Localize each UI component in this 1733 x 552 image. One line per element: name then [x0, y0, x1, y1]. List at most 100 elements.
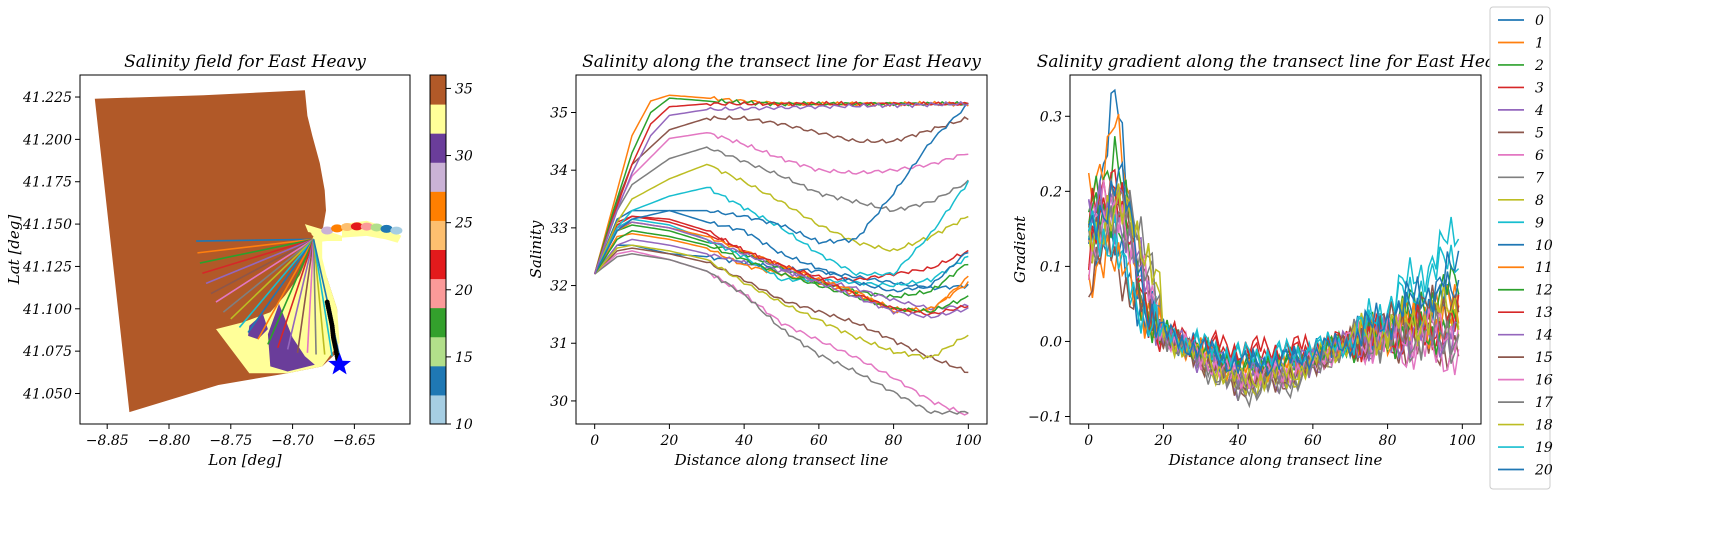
salinity-x-tick-label: 80: [885, 433, 903, 449]
transect-line: [197, 238, 314, 254]
gradient-series-line: [1087, 210, 1460, 369]
salinity-series-line: [594, 209, 969, 293]
transect-line: [215, 238, 315, 303]
star-marker: [328, 352, 351, 375]
estuary-salinity-blob: [340, 223, 353, 232]
colorbar-tick-label: 25: [454, 216, 473, 232]
transect-line: [276, 239, 315, 349]
estuary-salinity-blob: [350, 222, 363, 231]
map-axes-frame: [79, 74, 411, 425]
colorbar-frame: [429, 74, 447, 425]
colorbar-swatch: [430, 365, 446, 396]
map-x-label: Lon [deg]: [207, 451, 281, 469]
gradient-x-tick-label: 40: [1228, 433, 1247, 449]
gradient-x-tick-label: 100: [1449, 433, 1476, 449]
salinity-series-line: [594, 215, 969, 317]
legend-label: 17: [1535, 395, 1553, 411]
colorbar-tick-label: 35: [455, 81, 473, 97]
transect-line: [267, 239, 315, 345]
legend-label: 5: [1535, 125, 1544, 141]
gradient-y-tick-label: 0.1: [1040, 259, 1062, 275]
estuary-salinity-blob: [311, 229, 324, 238]
legend-label: 6: [1535, 148, 1544, 164]
salinity-series-line: [594, 224, 969, 299]
legend-label: 13: [1535, 305, 1553, 321]
legend-label: 12: [1535, 283, 1553, 299]
colorbar-swatch: [430, 220, 446, 250]
colorbar-swatch: [430, 336, 446, 367]
gradient-y-ticks: −0.1 0.0 0.1 0.2 0.3: [1028, 109, 1070, 425]
gradient-series-line: [1088, 198, 1460, 399]
transect-line: [205, 238, 314, 285]
colorbar-tick-label: 30: [455, 149, 473, 165]
transect-line: [222, 238, 315, 313]
salinity-x-label: Distance along transect line: [674, 451, 889, 469]
gradient-x-tick-label: 20: [1153, 433, 1172, 449]
salinity-y-tick-label: 35: [550, 105, 568, 121]
legend-label: 8: [1535, 193, 1544, 209]
salinity-y-tick-label: 31: [550, 336, 568, 352]
transect-line: [202, 238, 314, 274]
salinity-series-line: [593, 100, 969, 275]
legend-label: 1: [1535, 35, 1544, 51]
legend-label: 18: [1535, 418, 1553, 434]
estuary-salinity-blob: [380, 224, 393, 233]
legend-label: 0: [1535, 13, 1544, 29]
gradient-title: Salinity gradient along the transect lin…: [1037, 52, 1515, 72]
transect-line: [199, 238, 314, 264]
salinity-panel: Salinity along the transect line for Eas…: [527, 52, 988, 469]
transect-line: [247, 238, 315, 333]
transect-line: [296, 239, 315, 353]
salinity-series-line: [594, 244, 969, 360]
salinity-series-line: [594, 163, 969, 275]
transect-line: [312, 239, 317, 355]
transect-line: [196, 238, 314, 242]
map-y-tick-label: 41.225: [22, 90, 72, 106]
plume-region: [248, 313, 268, 340]
map-y-tick-label: 41.125: [22, 259, 72, 275]
gradient-axes-frame: [1069, 74, 1482, 425]
salinity-y-label: Salinity: [527, 220, 545, 278]
map-y-ticks: 41.050 41.075 41.100 41.125 41.150 41.175 41.2…: [22, 90, 80, 403]
plume-region: [267, 303, 315, 372]
legend-label: 15: [1535, 350, 1553, 366]
estuary-salinity-blob: [301, 231, 314, 240]
colorbar-tick-label: 15: [455, 350, 473, 366]
colorbar-tick-label: 10: [455, 417, 473, 433]
gradient-y-tick-label: 0.3: [1040, 109, 1062, 125]
legend-label: 10: [1535, 238, 1553, 254]
map-x-tick-label: −8.80: [148, 433, 191, 449]
gradient-series-line: [1087, 160, 1460, 377]
transect-line: [257, 238, 315, 340]
map-y-tick-label: 41.150: [22, 217, 72, 233]
colorbar-swatch: [430, 133, 446, 163]
salinity-y-tick-label: 33: [550, 221, 568, 237]
salinity-series-line: [593, 146, 969, 275]
salinity-series-line: [594, 253, 969, 415]
colorbar-swatch: [430, 249, 446, 280]
salinity-y-tick-label: 32: [550, 279, 568, 295]
salinity-x-tick-label: 100: [955, 433, 982, 449]
legend-label: 4: [1534, 103, 1544, 119]
gradient-panel: Salinity gradient along the transect lin…: [1011, 52, 1515, 469]
salinity-series-line: [593, 115, 969, 275]
legend-label: 2: [1534, 58, 1544, 74]
map-x-tick-label: −8.65: [333, 433, 376, 449]
estuary-salinity-blob: [360, 222, 373, 231]
legend-label: 16: [1535, 373, 1553, 389]
colorbar-tick-label: 20: [454, 283, 473, 299]
salinity-y-tick-label: 34: [550, 163, 568, 179]
salinity-x-ticks: 0 20 40 60 80 100: [590, 424, 982, 449]
estuary-salinity-blob: [370, 223, 383, 232]
transect-line: [312, 239, 333, 357]
salinity-x-tick-label: 60: [810, 433, 828, 449]
legend-label: 19: [1535, 440, 1553, 456]
gradient-x-tick-label: 0: [1084, 433, 1093, 449]
legend-frame: [1489, 6, 1551, 490]
colorbar-swatch: [430, 307, 446, 338]
map-x-tick-label: −8.85: [86, 433, 129, 449]
gradient-series-line: [1087, 192, 1460, 392]
gradient-y-tick-label: −0.1: [1028, 409, 1062, 425]
